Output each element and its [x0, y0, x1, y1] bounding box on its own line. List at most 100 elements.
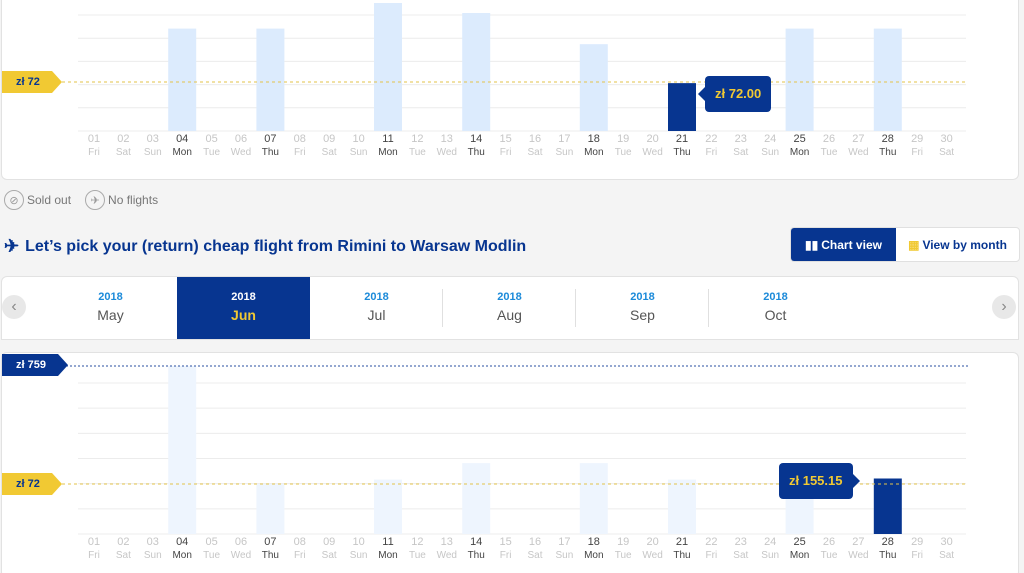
- day-weekday: Thu: [879, 550, 897, 561]
- fare-bar[interactable]: [462, 463, 491, 534]
- day-weekday: Tue: [408, 550, 426, 561]
- day-label: 26 Tue: [815, 536, 844, 562]
- month-tab[interactable]: 2018 Jul: [310, 277, 443, 339]
- day-number: 01: [87, 536, 101, 548]
- day-number: 22: [705, 536, 718, 548]
- month-tab[interactable]: 2018 Sep: [576, 277, 709, 339]
- day-number: 20: [646, 133, 659, 145]
- day-label: 03 Sun: [138, 536, 167, 562]
- day-label[interactable]: 11 Mon: [374, 536, 403, 562]
- fare-bar[interactable]: [668, 479, 696, 534]
- day-label: 19 Tue: [609, 536, 638, 562]
- month-tab[interactable]: 2018 May: [44, 277, 177, 339]
- day-label[interactable]: 21 Thu: [668, 133, 697, 159]
- day-weekday: Fri: [499, 550, 512, 561]
- day-label: 20 Wed: [638, 133, 667, 159]
- prev-month-chevron-left-icon[interactable]: ‹: [2, 295, 26, 319]
- day-label: 03 Sun: [138, 133, 167, 159]
- month-tab-month: Aug: [497, 307, 522, 323]
- month-tab[interactable]: 2018 Aug: [443, 277, 576, 339]
- day-weekday: Tue: [614, 550, 632, 561]
- month-tab-month: May: [97, 307, 124, 323]
- day-weekday: Thu: [673, 147, 691, 158]
- day-weekday: Sun: [761, 147, 780, 158]
- day-weekday: Tue: [820, 147, 838, 158]
- day-weekday: Mon: [789, 550, 810, 561]
- legend-sold-out: ⊘ Sold out: [4, 190, 71, 210]
- day-label: 08 Fri: [285, 133, 314, 159]
- day-label[interactable]: 25 Mon: [785, 536, 814, 562]
- day-number: 16: [528, 536, 542, 548]
- day-label: 09 Sat: [315, 133, 344, 159]
- day-label[interactable]: 21 Thu: [668, 536, 697, 562]
- selected-fare-bar[interactable]: [873, 478, 902, 534]
- day-number: 07: [264, 133, 277, 145]
- day-number: 18: [587, 133, 600, 145]
- month-tab-divider: [575, 289, 576, 327]
- fare-bar[interactable]: [256, 28, 285, 131]
- day-number: 05: [205, 133, 218, 145]
- month-tab-divider: [442, 289, 443, 327]
- month-tab[interactable]: 2018 Jun: [177, 277, 310, 339]
- day-number: 15: [499, 536, 512, 548]
- day-label: 17 Sun: [550, 536, 579, 562]
- month-tab[interactable]: 2018 Oct: [709, 277, 842, 339]
- day-number: 02: [117, 133, 130, 145]
- return-flight-heading: ✈ Let’s pick your (return) cheap flight …: [4, 236, 526, 257]
- legend-no-flights: ✈ No flights: [85, 190, 158, 210]
- day-label: 13 Wed: [432, 536, 461, 562]
- day-label: 15 Fri: [491, 536, 520, 562]
- day-label[interactable]: 18 Mon: [579, 536, 608, 562]
- day-label: 02 Sat: [109, 133, 138, 159]
- day-label: 10 Sun: [344, 536, 373, 562]
- fare-bar[interactable]: [785, 28, 814, 131]
- day-weekday: Mon: [584, 147, 604, 158]
- day-weekday: Wed: [642, 147, 663, 158]
- fare-bar[interactable]: [579, 44, 608, 131]
- day-label: 29 Fri: [903, 133, 932, 159]
- fare-bar[interactable]: [873, 28, 902, 131]
- view-by-month-button[interactable]: ▦ View by month: [896, 228, 1019, 261]
- next-month-chevron-right-icon[interactable]: ›: [992, 295, 1016, 319]
- return-chart-card: zł 759 zł 72 zł 155.15 01 Fri 02 Sat 03 Sun 04…: [1, 352, 1019, 573]
- day-label: 23 Sat: [726, 133, 755, 159]
- return-fare-chart: [2, 353, 1020, 573]
- fare-bar[interactable]: [579, 463, 608, 534]
- day-weekday: Tue: [203, 147, 221, 158]
- day-number: 05: [205, 536, 218, 548]
- day-number: 09: [323, 536, 336, 548]
- fare-bar[interactable]: [256, 484, 285, 534]
- selected-fare-bar[interactable]: [668, 83, 696, 131]
- month-tab-month: Sep: [630, 307, 655, 323]
- day-weekday: Mon: [172, 147, 192, 158]
- chart-view-button[interactable]: ▮▮ Chart view: [791, 228, 896, 261]
- day-label[interactable]: 28 Thu: [873, 536, 902, 562]
- fare-bar[interactable]: [168, 366, 197, 534]
- day-label[interactable]: 04 Mon: [168, 536, 197, 562]
- fare-bar[interactable]: [374, 3, 402, 131]
- day-label: 09 Sat: [315, 536, 344, 562]
- day-number: 14: [470, 133, 483, 145]
- fare-bar[interactable]: [168, 28, 197, 131]
- day-weekday: Fri: [293, 550, 306, 561]
- day-label[interactable]: 25 Mon: [785, 133, 814, 159]
- outbound-fare-chart: [2, 0, 1020, 181]
- day-number: 13: [440, 133, 453, 145]
- day-weekday: Sat: [321, 147, 337, 158]
- day-weekday: Sun: [349, 147, 368, 158]
- fare-bar[interactable]: [462, 13, 491, 131]
- day-weekday: Wed: [436, 147, 457, 158]
- day-label[interactable]: 28 Thu: [873, 133, 902, 159]
- day-label[interactable]: 18 Mon: [579, 133, 608, 159]
- day-label[interactable]: 07 Thu: [256, 133, 285, 159]
- day-label[interactable]: 07 Thu: [256, 536, 285, 562]
- fare-bar[interactable]: [374, 479, 402, 534]
- day-weekday: Sat: [733, 147, 749, 158]
- day-weekday: Thu: [467, 147, 485, 158]
- day-label[interactable]: 11 Mon: [374, 133, 403, 159]
- day-label[interactable]: 14 Thu: [462, 536, 491, 562]
- day-label[interactable]: 04 Mon: [168, 133, 197, 159]
- day-label[interactable]: 14 Thu: [462, 133, 491, 159]
- day-number: 18: [587, 536, 600, 548]
- fare-bar[interactable]: [785, 494, 814, 534]
